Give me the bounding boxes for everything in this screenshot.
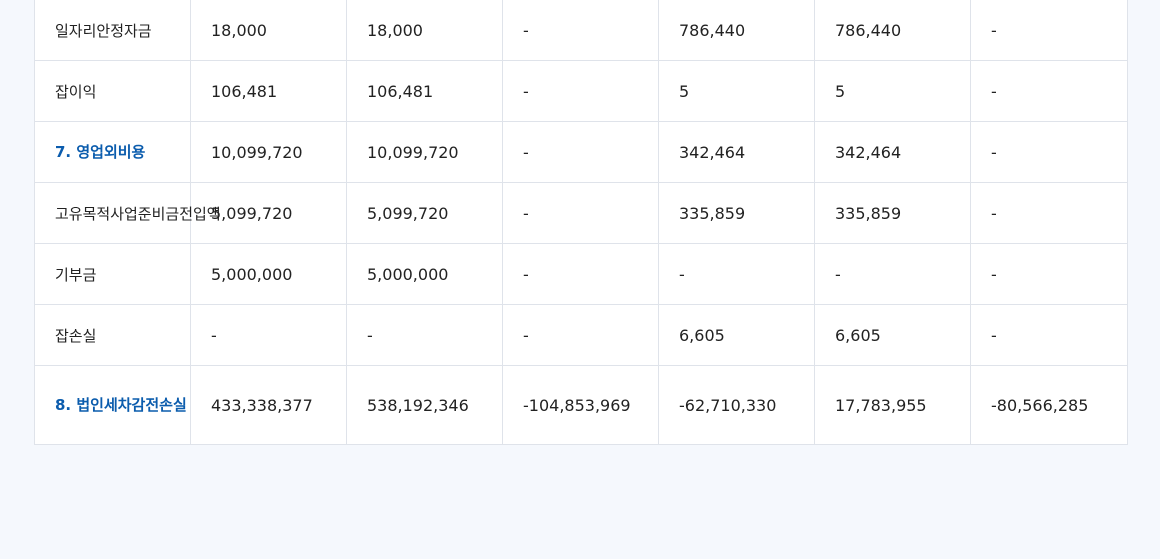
table-cell: 17,783,955 bbox=[814, 365, 971, 445]
table-cell: - bbox=[658, 243, 815, 305]
table-cell: - bbox=[814, 243, 971, 305]
table-cell: - bbox=[970, 182, 1128, 244]
row-label: 잡이익 bbox=[34, 60, 191, 122]
table-cell: - bbox=[970, 243, 1128, 305]
table-cell: 786,440 bbox=[814, 0, 971, 61]
table-cell: 5 bbox=[814, 60, 971, 122]
table-cell: 18,000 bbox=[190, 0, 347, 61]
financial-statement-table: 일자리안정자금 18,000 18,000 - 786,440 786,440 … bbox=[34, 0, 1128, 445]
table-cell: - bbox=[970, 0, 1128, 61]
row-heading-label: 8. 법인세차감전손실 bbox=[34, 365, 191, 445]
row-label: 잡손실 bbox=[34, 304, 191, 366]
table-cell: 786,440 bbox=[658, 0, 815, 61]
table-row: 고유목적사업준비금전입액 5,099,720 5,099,720 - 335,8… bbox=[34, 182, 1128, 244]
table-row: 잡이익 106,481 106,481 - 5 5 - bbox=[34, 60, 1128, 122]
table-cell: - bbox=[502, 60, 659, 122]
table-cell: 5,000,000 bbox=[190, 243, 347, 305]
table-row-heading: 8. 법인세차감전손실 433,338,377 538,192,346 -104… bbox=[34, 365, 1128, 445]
table-cell: - bbox=[190, 304, 347, 366]
table-cell: 5,099,720 bbox=[190, 182, 347, 244]
table-cell: - bbox=[970, 304, 1128, 366]
table-cell: - bbox=[346, 304, 503, 366]
table-row: 잡손실 - - - 6,605 6,605 - bbox=[34, 304, 1128, 366]
table-cell: -104,853,969 bbox=[502, 365, 659, 445]
table-cell: 106,481 bbox=[190, 60, 347, 122]
table-cell: 5,000,000 bbox=[346, 243, 503, 305]
financial-table-container: 일자리안정자금 18,000 18,000 - 786,440 786,440 … bbox=[34, 0, 1128, 445]
table-cell: - bbox=[970, 60, 1128, 122]
table-cell: 10,099,720 bbox=[346, 121, 503, 183]
table-cell: 5,099,720 bbox=[346, 182, 503, 244]
table-row: 일자리안정자금 18,000 18,000 - 786,440 786,440 … bbox=[34, 0, 1128, 61]
table-cell: 342,464 bbox=[814, 121, 971, 183]
table-cell: -80,566,285 bbox=[970, 365, 1128, 445]
row-label: 일자리안정자금 bbox=[34, 0, 191, 61]
row-label: 기부금 bbox=[34, 243, 191, 305]
table-cell: 5 bbox=[658, 60, 815, 122]
table-cell: 6,605 bbox=[658, 304, 815, 366]
table-cell: 335,859 bbox=[658, 182, 815, 244]
table-cell: -62,710,330 bbox=[658, 365, 815, 445]
table-cell: - bbox=[502, 304, 659, 366]
table-cell: - bbox=[502, 0, 659, 61]
table-cell: 6,605 bbox=[814, 304, 971, 366]
table-row-heading: 7. 영업외비용 10,099,720 10,099,720 - 342,464… bbox=[34, 121, 1128, 183]
table-cell: - bbox=[502, 182, 659, 244]
row-heading-label: 7. 영업외비용 bbox=[34, 121, 191, 183]
row-label: 고유목적사업준비금전입액 bbox=[34, 182, 221, 244]
table-cell: 335,859 bbox=[814, 182, 971, 244]
table-cell: 10,099,720 bbox=[190, 121, 347, 183]
table-cell: - bbox=[502, 121, 659, 183]
table-cell: 18,000 bbox=[346, 0, 503, 61]
table-cell: - bbox=[502, 243, 659, 305]
table-cell: - bbox=[970, 121, 1128, 183]
table-cell: 433,338,377 bbox=[190, 365, 347, 445]
table-cell: 342,464 bbox=[658, 121, 815, 183]
table-row: 기부금 5,000,000 5,000,000 - - - - bbox=[34, 243, 1128, 305]
table-cell: 106,481 bbox=[346, 60, 503, 122]
table-cell: 538,192,346 bbox=[346, 365, 503, 445]
